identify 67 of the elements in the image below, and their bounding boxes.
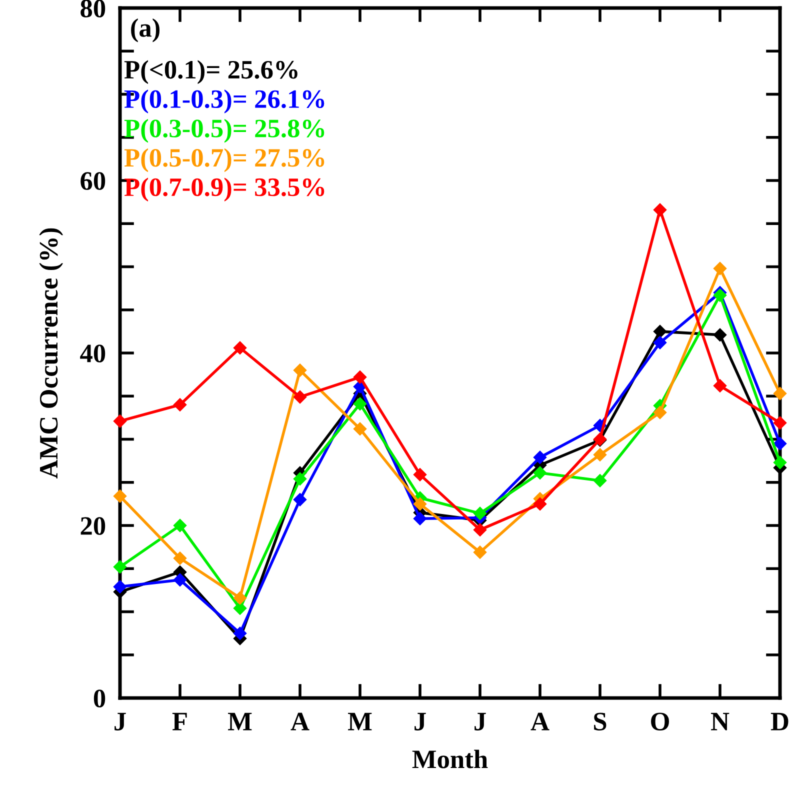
point [173,398,187,412]
point [293,472,307,486]
point [473,546,487,559]
point [293,390,307,404]
y-axis-title: AMC Occurrence (%) [39,228,64,479]
point [713,328,727,342]
point [413,512,427,526]
point [533,450,547,464]
point [113,580,127,594]
point [233,341,247,354]
point [293,493,307,506]
point [173,518,187,532]
y-tick-label: 80 [80,0,106,18]
point [533,466,547,480]
point [173,573,187,586]
text: P(0.7-0.9)= 33.5% [124,178,324,202]
x-tick-label: J [474,712,486,730]
point [593,448,607,462]
point [713,262,727,276]
point [713,379,727,392]
point [233,626,247,640]
x-tick-label: O [651,712,669,730]
point [653,324,667,338]
x-axis-title: Month [412,750,488,768]
x-tick-label: A [290,712,310,730]
point [413,468,427,482]
y-tick-label: 40 [80,344,106,362]
point [353,397,367,410]
y-tick-label: 60 [80,172,106,190]
x-tick-label: S [594,712,606,730]
point [773,416,787,430]
point [533,497,547,511]
point [353,422,367,436]
point [473,506,487,520]
x-tick-label: D [770,712,788,730]
text: P(0.5-0.7)= 27.5% [124,148,324,172]
point [773,456,787,470]
point [353,370,367,384]
point [173,552,187,565]
x-tick-label: A [530,712,550,730]
point [293,364,307,377]
text: P(0.1-0.3)= 26.1% [124,89,324,114]
x-tick-label: J [414,712,426,730]
y-tick-label: 20 [80,517,106,535]
annotation: (a) [131,18,160,42]
point [653,336,667,350]
point [713,288,727,302]
x-tick-label: J [114,712,126,730]
x-tick-label: N [710,712,730,730]
text: P(<0.1)= 25.6% [124,60,298,84]
point [233,602,247,615]
x-tick-label: M [228,712,252,730]
text: P(0.3-0.5)= 25.8% [124,118,324,143]
point [773,436,787,450]
point [113,490,127,503]
point [773,386,787,400]
x-tick-label: M [348,712,372,730]
point [653,203,667,216]
point [113,560,127,574]
x-tick-label: F [172,712,187,730]
point [233,591,247,605]
point [113,414,127,428]
point [473,523,487,536]
point [653,406,667,420]
y-tick-label: 0 [94,690,106,708]
point [593,474,607,488]
point [413,497,427,511]
